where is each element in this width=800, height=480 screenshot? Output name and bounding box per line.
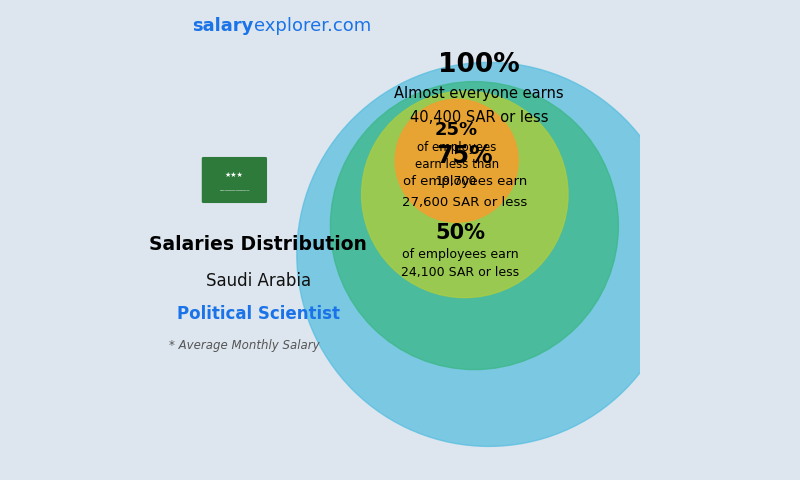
Text: of employees earn: of employees earn — [402, 248, 518, 261]
Text: 50%: 50% — [435, 223, 485, 243]
Text: of employees: of employees — [417, 141, 496, 155]
Text: earn less than: earn less than — [414, 158, 498, 171]
Circle shape — [395, 99, 518, 222]
Text: Political Scientist: Political Scientist — [177, 305, 340, 324]
Circle shape — [330, 82, 618, 370]
Text: 24,100 SAR or less: 24,100 SAR or less — [401, 266, 519, 279]
Text: 40,400 SAR or less: 40,400 SAR or less — [410, 110, 549, 125]
Circle shape — [362, 91, 568, 298]
Text: ___________: ___________ — [219, 186, 250, 191]
Text: 100%: 100% — [438, 52, 520, 78]
Text: ★★★: ★★★ — [225, 172, 244, 178]
FancyBboxPatch shape — [202, 157, 267, 203]
Text: Saudi Arabia: Saudi Arabia — [206, 272, 311, 290]
Text: 19,700: 19,700 — [436, 175, 477, 188]
Text: explorer.com: explorer.com — [254, 17, 371, 36]
Text: 25%: 25% — [435, 120, 478, 139]
Text: of employees earn: of employees earn — [402, 175, 527, 188]
Circle shape — [297, 62, 681, 446]
Text: Almost everyone earns: Almost everyone earns — [394, 86, 564, 101]
Text: * Average Monthly Salary: * Average Monthly Salary — [169, 339, 319, 352]
Text: Salaries Distribution: Salaries Distribution — [150, 235, 367, 254]
Text: salary: salary — [192, 17, 254, 36]
Text: 27,600 SAR or less: 27,600 SAR or less — [402, 196, 527, 209]
Text: 75%: 75% — [437, 144, 493, 168]
